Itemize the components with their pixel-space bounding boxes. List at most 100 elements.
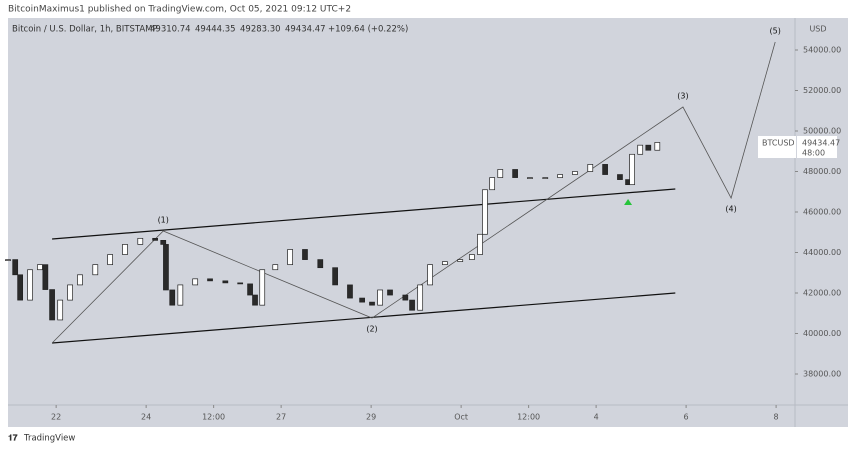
candle — [5, 259, 11, 261]
candle — [17, 274, 23, 301]
candle — [37, 264, 43, 271]
candle — [207, 278, 213, 282]
y-tick-label: 42000.00 — [803, 289, 841, 298]
candle — [542, 177, 549, 179]
candle — [252, 294, 258, 306]
x-tick-label: 12:00 — [202, 413, 225, 422]
y-tick-label: 50000.00 — [803, 127, 841, 136]
y-tick-label: 48000.00 — [803, 167, 841, 176]
candle — [402, 294, 409, 301]
candle — [409, 299, 415, 311]
candle — [67, 284, 73, 301]
candle — [152, 237, 158, 241]
candle — [512, 169, 518, 178]
candle — [222, 280, 229, 284]
candle — [602, 164, 608, 175]
wave-label: (5) — [770, 26, 781, 35]
x-tick-label: 22 — [51, 413, 61, 422]
x-tick-label: 27 — [276, 413, 286, 422]
candle — [527, 177, 533, 179]
x-tick-label: 12:00 — [517, 413, 540, 422]
candle — [287, 249, 293, 266]
candle — [469, 254, 475, 260]
channel-line — [52, 188, 676, 240]
x-tick-label: 24 — [141, 413, 151, 422]
candle — [77, 274, 83, 286]
candle — [317, 259, 324, 269]
candle — [417, 284, 424, 311]
candle — [42, 264, 49, 290]
candle — [137, 237, 144, 245]
candle — [122, 244, 128, 255]
unit: USD — [809, 25, 826, 34]
candle — [482, 189, 488, 235]
x-tick-label: 8 — [774, 413, 779, 422]
wave-label: (1) — [158, 216, 169, 225]
candle — [107, 254, 113, 266]
candle — [49, 289, 55, 321]
candle — [27, 269, 33, 301]
candle — [637, 144, 644, 155]
candle — [163, 244, 169, 291]
price-tag-box — [797, 136, 837, 158]
symbol: Bitcoin / U.S. Dollar, 1h, BITSTAMP — [12, 25, 158, 35]
candle — [92, 264, 99, 276]
candle — [177, 284, 184, 306]
candle — [377, 289, 383, 306]
wave-label: (3) — [677, 92, 688, 101]
candle — [302, 249, 308, 260]
candle — [572, 171, 578, 175]
candle — [497, 169, 504, 178]
candle — [347, 284, 353, 299]
x-tick-label: 6 — [684, 413, 689, 422]
price-tag-symbol: BTCUSD — [762, 139, 795, 148]
x-tick-label: 4 — [594, 413, 599, 422]
publisher: BitcoinMaximus1 published on TradingView… — [8, 5, 351, 15]
candle — [259, 269, 266, 306]
candle — [557, 174, 563, 178]
open: 49310.74 — [150, 25, 191, 35]
candle — [359, 297, 365, 303]
candle — [12, 259, 19, 276]
wave-label: (2) — [366, 325, 377, 334]
price-tag — [758, 136, 796, 158]
candle — [57, 299, 64, 321]
low: 49283.30 — [240, 25, 281, 35]
footer: TradingView — [23, 434, 75, 444]
candle — [192, 278, 199, 286]
chart-panel — [8, 18, 848, 427]
y-tick-label: 52000.00 — [803, 86, 841, 95]
wave-label: (4) — [725, 205, 736, 214]
candle — [332, 267, 338, 286]
signal-marker — [624, 199, 633, 206]
x-tick-label: Oct — [454, 413, 468, 422]
x-tick-label: 29 — [366, 413, 376, 422]
candle — [477, 233, 483, 255]
change: +109.64 (+0.22%) — [328, 25, 408, 35]
candle — [247, 283, 253, 296]
candle — [587, 164, 594, 172]
y-tick-label: 38000.00 — [803, 370, 841, 379]
logo-mark: 𝟏𝟕 — [8, 433, 18, 444]
high: 49444.35 — [195, 25, 236, 35]
wave-path — [51, 41, 776, 344]
y-tick-label: 44000.00 — [803, 248, 841, 257]
candle — [617, 174, 623, 180]
price-tag-price: 49434.47 — [802, 139, 840, 148]
candle — [427, 264, 433, 286]
candle — [629, 153, 635, 186]
candle — [169, 289, 176, 306]
candle — [272, 264, 279, 271]
candle — [489, 177, 496, 191]
y-tick-label: 40000.00 — [803, 329, 841, 338]
price-tag-countdown: 48:00 — [802, 149, 825, 158]
candle — [160, 240, 167, 245]
candle — [369, 301, 375, 306]
candle — [442, 261, 448, 266]
channel-line — [52, 292, 676, 344]
candle — [237, 282, 244, 285]
y-tick-label: 46000.00 — [803, 208, 841, 217]
candle — [457, 259, 464, 262]
candle — [645, 144, 652, 151]
